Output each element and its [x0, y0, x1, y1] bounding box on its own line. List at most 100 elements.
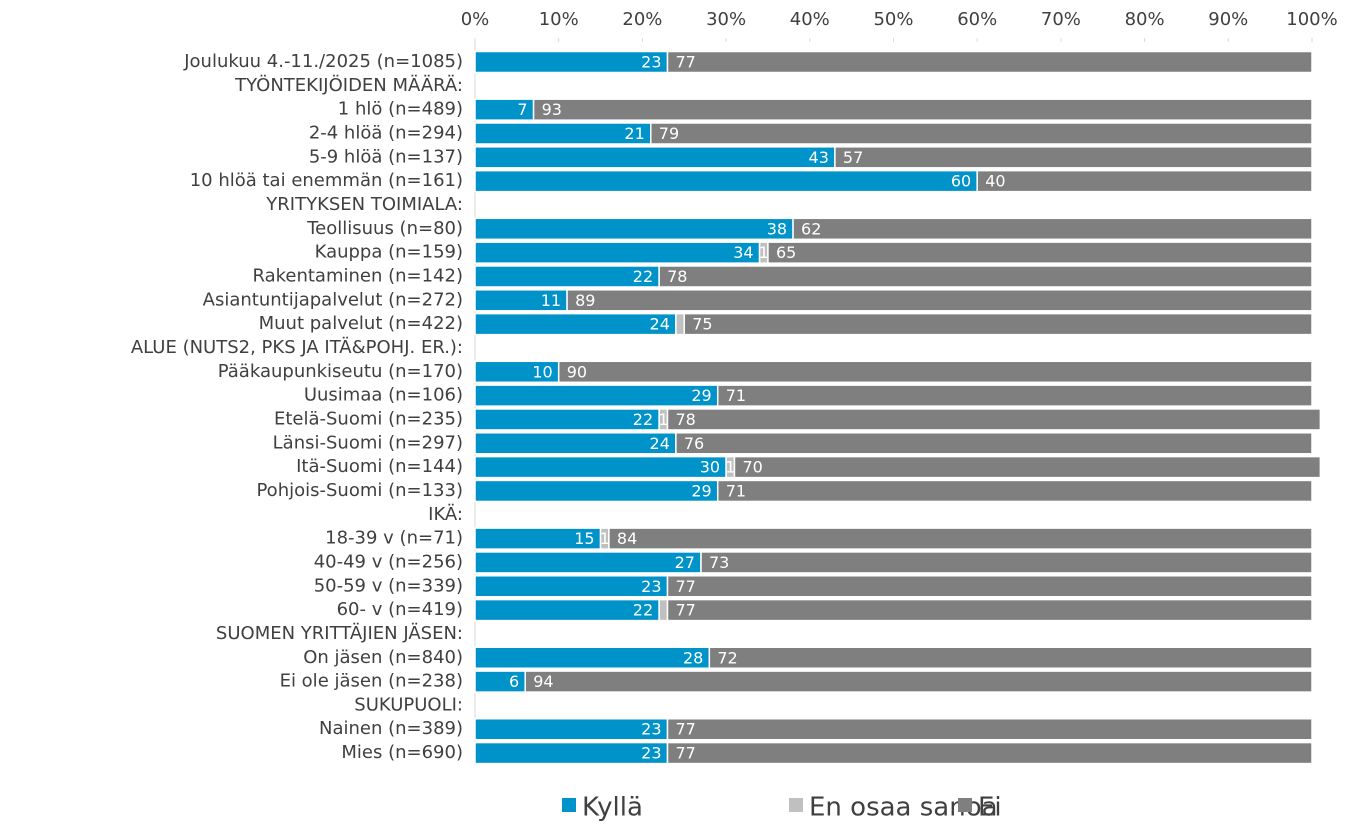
value-label: 77	[676, 53, 696, 72]
x-tick-label: 50%	[873, 9, 913, 30]
value-label: 24	[650, 434, 670, 453]
bar-segment	[658, 598, 669, 622]
value-label: 23	[641, 744, 661, 763]
value-label: 29	[691, 386, 711, 405]
bar-segment	[666, 50, 1313, 74]
value-label: 22	[633, 410, 653, 429]
category-label: 10 hlöä tai enemmän (n=161)	[190, 170, 463, 191]
bar-segment	[474, 646, 711, 669]
category-label: Nainen (n=389)	[319, 718, 463, 739]
category-label: On jäsen (n=840)	[303, 647, 463, 668]
x-tick-label: 80%	[1125, 9, 1165, 30]
bar-segment	[683, 312, 1313, 336]
value-label: 27	[675, 553, 695, 572]
value-label: 34	[733, 243, 753, 262]
category-label: TYÖNTEKIJÖIDEN MÄÄRÄ:	[234, 74, 463, 96]
value-label: 22	[633, 267, 653, 286]
x-tick-label: 20%	[622, 9, 662, 30]
bar-segment	[716, 384, 1313, 407]
legend-label: Ei	[978, 793, 1002, 823]
category-label: 60- v (n=419)	[337, 599, 463, 620]
bar-segment	[666, 717, 1313, 741]
bar-segment	[474, 169, 978, 193]
value-label: 15	[574, 529, 594, 548]
category-label: ALUE (NUTS2, PKS JA ITÄ&POHJ. ER.):	[131, 337, 463, 358]
bar-segment	[524, 670, 1313, 693]
bar-segment	[608, 527, 1313, 550]
bar-segment	[666, 575, 1313, 598]
category-label: Asiantuntijapalvelut (n=272)	[203, 289, 463, 310]
category-label: YRITYKSEN TOIMIALA:	[265, 194, 463, 215]
bar-segment	[557, 360, 1313, 384]
value-label: 22	[633, 601, 653, 620]
bar-segment	[675, 432, 1313, 455]
value-label: 40	[985, 172, 1005, 191]
value-label: 29	[691, 481, 711, 500]
value-label: 79	[659, 124, 679, 143]
bar-segment	[474, 741, 669, 765]
value-label: 93	[542, 100, 562, 119]
bar-segment	[666, 408, 1322, 431]
bar-segment	[666, 741, 1313, 765]
legend-swatch	[958, 798, 972, 812]
bar-segment	[658, 265, 1313, 288]
x-tick-label: 90%	[1208, 9, 1248, 30]
x-tick-label: 100%	[1286, 9, 1337, 30]
category-label: Kauppa (n=159)	[315, 242, 463, 263]
bar-segment	[474, 717, 669, 741]
value-label: 6	[509, 672, 519, 691]
x-tick-label: 70%	[1041, 9, 1081, 30]
value-label: 62	[801, 219, 821, 238]
bar-segment	[733, 455, 1322, 479]
bar-segment	[474, 479, 719, 503]
category-label: Teollisuus (n=80)	[306, 218, 463, 239]
bar-segment	[474, 146, 836, 169]
category-label: SUOMEN YRITTÄJIEN JÄSEN:	[216, 623, 463, 644]
value-label: 1	[725, 458, 735, 477]
bar-segment	[566, 289, 1313, 312]
value-label: 71	[726, 481, 746, 500]
x-tick-label: 10%	[539, 9, 579, 30]
category-label: 2-4 hlöä (n=294)	[309, 122, 463, 143]
x-tick-label: 60%	[957, 9, 997, 30]
category-label: IKÄ:	[428, 504, 463, 525]
category-label: Itä-Suomi (n=144)	[296, 456, 463, 477]
bar-segment	[474, 408, 660, 431]
value-label: 21	[624, 124, 644, 143]
bar-segment	[474, 265, 660, 288]
value-label: 24	[650, 315, 670, 334]
bar-segment	[474, 50, 669, 74]
value-label: 11	[541, 291, 561, 310]
category-label: 1 hlö (n=489)	[338, 99, 463, 120]
category-label: Joulukuu 4.-11./2025 (n=1085)	[183, 51, 463, 72]
category-label: Uusimaa (n=106)	[304, 385, 463, 406]
category-label: 5-9 hlöä (n=137)	[309, 146, 463, 167]
bar-segment	[474, 312, 677, 336]
value-label: 70	[742, 458, 762, 477]
bar-segment	[474, 575, 669, 598]
x-tick-label: 40%	[790, 9, 830, 30]
value-label: 43	[809, 148, 829, 167]
value-label: 65	[776, 243, 796, 262]
category-label: Pääkaupunkiseutu (n=170)	[218, 361, 463, 382]
value-label: 73	[709, 553, 729, 572]
category-label: 40-49 v (n=256)	[314, 551, 463, 572]
legend-swatch	[562, 798, 576, 812]
value-label: 72	[717, 648, 737, 667]
value-label: 90	[567, 362, 587, 381]
bar-segment	[474, 432, 677, 455]
value-label: 1	[600, 529, 610, 548]
category-label: Pohjois-Suomi (n=133)	[256, 480, 463, 501]
bar-segment	[708, 646, 1313, 669]
value-label: 38	[767, 219, 787, 238]
value-label: 10	[532, 362, 552, 381]
category-label: Länsi-Suomi (n=297)	[273, 432, 463, 453]
bar-segment	[474, 384, 719, 407]
legend-label: Kyllä	[582, 793, 643, 823]
value-label: 71	[726, 386, 746, 405]
value-label: 94	[533, 672, 553, 691]
value-label: 77	[676, 744, 696, 763]
category-label: 18-39 v (n=71)	[325, 528, 463, 549]
category-label: Rakentaminen (n=142)	[252, 265, 463, 286]
